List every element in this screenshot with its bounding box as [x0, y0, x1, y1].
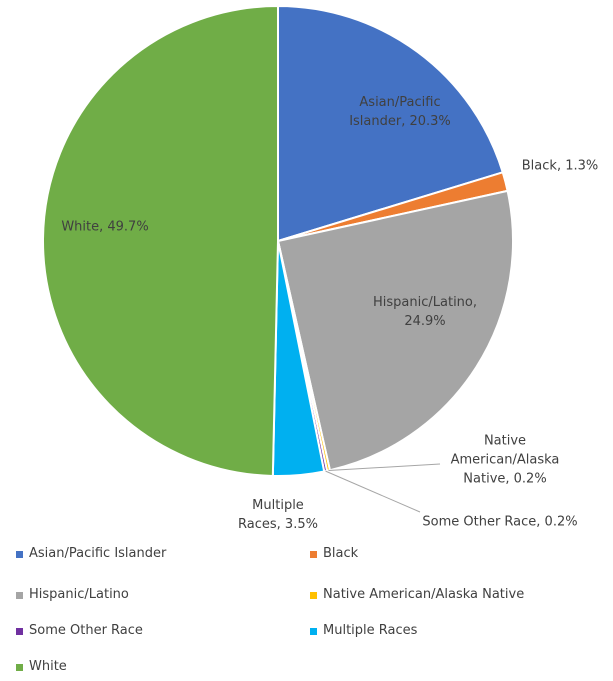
data-label: Hispanic/Latino, 24.9%	[373, 295, 477, 329]
data-label: Native American/Alaska Native, 0.2%	[450, 433, 560, 487]
legend-swatch	[16, 628, 23, 635]
legend-swatch	[16, 551, 23, 558]
data-label: White, 49.7%	[61, 219, 149, 235]
data-label: Black, 1.3%	[521, 158, 599, 174]
legend-swatch	[310, 628, 317, 635]
legend-label: Black	[323, 546, 359, 561]
legend-swatch	[310, 592, 317, 599]
pie-slice	[42, 4, 279, 477]
leader-line	[328, 463, 441, 472]
legend-swatch	[16, 664, 23, 671]
data-label: Asian/Pacific Islander, 20.3%	[349, 95, 451, 129]
pie-slice	[276, 189, 514, 472]
pie-slice	[277, 4, 504, 243]
data-label: Some Other Race, 0.2%	[422, 514, 578, 530]
legend-label: Native American/Alaska Native	[323, 587, 525, 602]
legend-label: White	[29, 659, 67, 674]
legend-label: Hispanic/Latino	[29, 587, 129, 602]
data-label: Multiple Races, 3.5%	[238, 498, 318, 532]
legend-label: Asian/Pacific Islander	[29, 546, 167, 561]
legend-label: Some Other Race	[29, 623, 143, 638]
legend-label: Multiple Races	[323, 623, 418, 638]
legend-swatch	[310, 551, 317, 558]
legend-swatch	[16, 592, 23, 599]
leader-line	[325, 470, 421, 513]
